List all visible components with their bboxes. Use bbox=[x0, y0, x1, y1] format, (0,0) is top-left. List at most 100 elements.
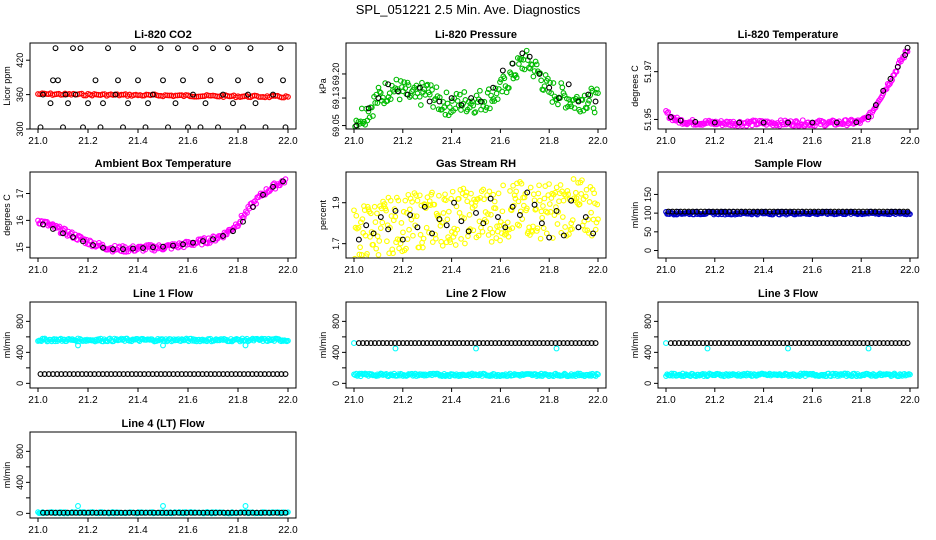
data-point bbox=[524, 340, 531, 347]
y-tick-label: 300 bbox=[15, 121, 25, 136]
data-point bbox=[679, 340, 686, 347]
data-point bbox=[550, 235, 556, 241]
data-point bbox=[37, 124, 44, 129]
data-point bbox=[87, 237, 93, 244]
data-point bbox=[145, 100, 151, 107]
x-tick-label: 21.6 bbox=[491, 265, 511, 276]
data-point bbox=[752, 340, 759, 347]
x-tick-label: 21.0 bbox=[656, 395, 676, 406]
data-point bbox=[512, 340, 519, 347]
data-point bbox=[512, 72, 519, 78]
data-point bbox=[760, 340, 767, 347]
data-point bbox=[847, 208, 854, 215]
x-tick-label: 21.0 bbox=[344, 265, 364, 276]
data-point bbox=[203, 371, 210, 378]
data-point bbox=[738, 208, 745, 215]
data-point bbox=[523, 47, 530, 54]
x-tick-label: 22.0 bbox=[588, 265, 608, 276]
data-point bbox=[112, 91, 119, 98]
data-point bbox=[481, 196, 487, 203]
series-1 bbox=[40, 178, 286, 253]
data-point bbox=[257, 77, 264, 84]
data-point bbox=[153, 371, 160, 378]
data-point bbox=[780, 340, 787, 347]
data-point bbox=[270, 371, 276, 378]
data-point bbox=[150, 244, 156, 251]
data-point bbox=[252, 100, 259, 107]
data-point bbox=[274, 509, 281, 516]
data-point bbox=[700, 340, 706, 347]
data-point bbox=[872, 102, 879, 109]
data-point bbox=[40, 509, 46, 516]
data-point bbox=[537, 197, 543, 204]
data-point bbox=[585, 91, 592, 98]
data-point bbox=[408, 340, 414, 347]
data-point bbox=[432, 340, 439, 347]
data-point bbox=[50, 371, 56, 378]
data-point bbox=[576, 201, 583, 208]
data-point bbox=[592, 98, 599, 105]
data-point bbox=[416, 192, 423, 199]
data-point bbox=[128, 371, 135, 378]
x-tick-label: 22.0 bbox=[278, 136, 298, 147]
data-point bbox=[793, 118, 800, 124]
series-0 bbox=[663, 370, 913, 380]
data-point bbox=[190, 239, 196, 246]
data-point bbox=[442, 111, 449, 118]
data-point bbox=[560, 197, 567, 204]
data-point bbox=[392, 207, 399, 214]
data-point bbox=[445, 208, 452, 215]
data-point bbox=[101, 509, 108, 516]
data-point bbox=[182, 371, 189, 378]
data-point bbox=[404, 91, 411, 98]
data-point bbox=[242, 342, 249, 349]
data-point bbox=[734, 208, 741, 215]
chart-co2: Li-820 CO2 Licor ppm 21.0 21.2 21.4 21.6 21.8 2… bbox=[2, 29, 298, 147]
data-point bbox=[791, 208, 798, 215]
data-point bbox=[426, 91, 433, 98]
data-point bbox=[216, 509, 223, 516]
data-point bbox=[176, 240, 183, 246]
figure-title: SPL_051221 2.5 Min. Ave. Diagnostics bbox=[355, 2, 581, 17]
data-point bbox=[365, 206, 372, 213]
data-point bbox=[848, 340, 855, 347]
data-point bbox=[799, 117, 806, 124]
data-point bbox=[746, 208, 753, 215]
data-point bbox=[595, 371, 601, 378]
data-point bbox=[364, 251, 370, 257]
data-point bbox=[537, 235, 544, 242]
data-point bbox=[388, 213, 395, 219]
data-point bbox=[465, 228, 472, 235]
data-point bbox=[365, 108, 372, 115]
data-point bbox=[402, 85, 409, 92]
data-point bbox=[240, 214, 247, 221]
x-tick-label: 21.8 bbox=[539, 395, 559, 406]
data-point bbox=[901, 54, 908, 61]
data-point bbox=[62, 226, 68, 232]
data-point bbox=[864, 208, 870, 215]
data-point bbox=[377, 89, 384, 96]
x-tick-label: 21.4 bbox=[754, 136, 774, 147]
data-point bbox=[553, 345, 560, 352]
y-axis-label: ml/min bbox=[630, 332, 640, 359]
data-point bbox=[573, 93, 580, 100]
data-point bbox=[880, 208, 887, 215]
data-point bbox=[569, 217, 576, 224]
data-point bbox=[559, 214, 566, 220]
plot-frame bbox=[345, 42, 607, 130]
data-point bbox=[876, 208, 883, 215]
data-point bbox=[260, 191, 266, 198]
data-point bbox=[554, 221, 561, 227]
data-point bbox=[478, 188, 485, 194]
x-tick-label: 21.8 bbox=[539, 265, 559, 276]
data-point bbox=[280, 77, 286, 84]
data-point bbox=[253, 200, 259, 207]
series-0 bbox=[663, 48, 911, 129]
y-tick-label: 16 bbox=[15, 215, 25, 225]
data-point bbox=[426, 229, 432, 236]
data-point bbox=[368, 104, 375, 111]
data-point bbox=[711, 119, 718, 126]
data-point bbox=[75, 503, 81, 509]
data-point bbox=[429, 230, 436, 237]
data-point bbox=[820, 340, 827, 347]
